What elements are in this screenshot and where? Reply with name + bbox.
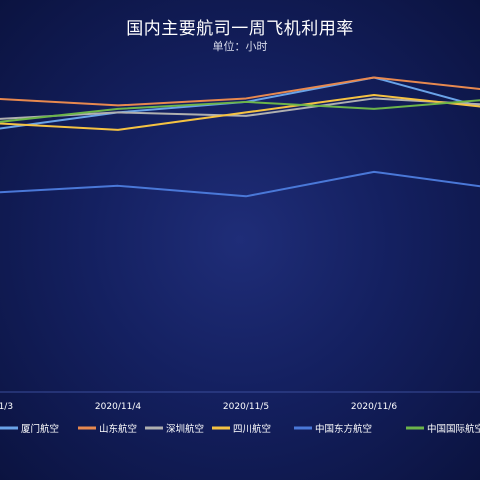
legend-label: 山东航空 (99, 423, 137, 435)
legend-label: 四川航空 (233, 423, 271, 435)
legend-item[interactable]: 中国国际航空 (406, 423, 480, 435)
legend-label: 厦门航空 (21, 423, 59, 435)
series-line (0, 170, 480, 198)
series-line (0, 99, 480, 123)
series-line (0, 76, 480, 107)
legend-item[interactable]: 中国东方航空 (294, 423, 372, 435)
series-line (0, 97, 480, 120)
legend-item[interactable]: 山东航空 (78, 423, 137, 435)
legend[interactable]: 厦门航空 山东航空 深圳航空 四川航空 中国东方航空 中国国际航空 (0, 423, 480, 435)
legend-item[interactable]: 深圳航空 (145, 423, 204, 435)
legend-item[interactable]: 厦门航空 (0, 423, 59, 435)
legend-label: 中国国际航空 (427, 423, 480, 435)
x-axis-ticks: 2020/11/3 2020/11/4 2020/11/5 2020/11/6 (0, 402, 397, 412)
legend-label: 深圳航空 (166, 423, 204, 435)
x-tick-label: 2020/11/5 (223, 402, 269, 412)
chart-subtitle: 单位：小时 (212, 40, 268, 53)
x-tick-label: 2020/11/4 (95, 402, 141, 412)
x-tick-label: 2020/11/3 (0, 402, 13, 412)
chart-title: 国内主要航司一周飞机利用率 (126, 19, 354, 39)
legend-item[interactable]: 四川航空 (212, 423, 271, 435)
legend-label: 中国东方航空 (315, 423, 372, 435)
series-line (0, 93, 480, 131)
x-tick-label: 2020/11/6 (351, 402, 397, 412)
series-lines (0, 76, 480, 198)
